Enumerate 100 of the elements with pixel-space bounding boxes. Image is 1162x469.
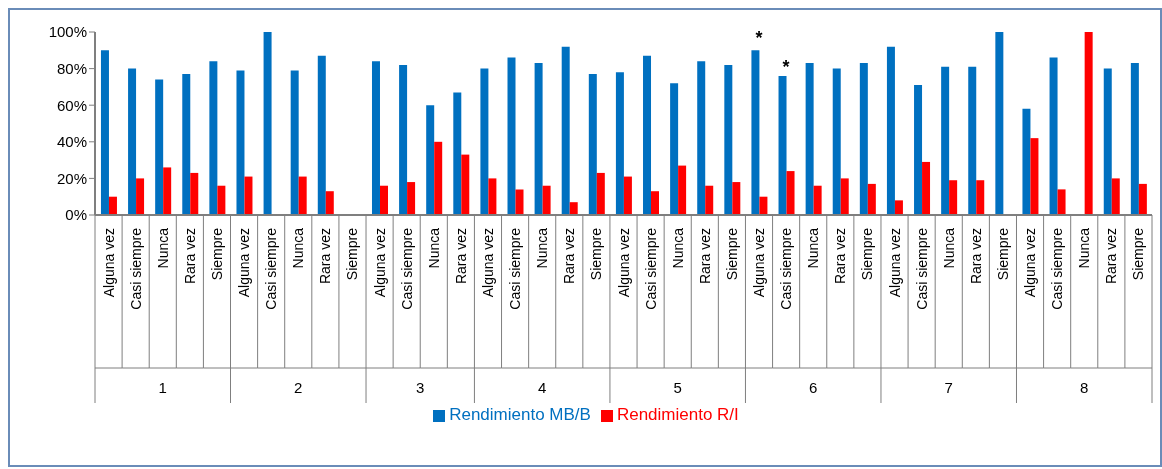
bar [108,196,117,215]
bar [407,182,416,215]
bar [290,70,299,215]
x-tick-label: Casi siempre [398,227,415,310]
bar [786,171,795,215]
bar [859,63,868,215]
bar [1103,68,1112,215]
legend-label: Rendimiento MB/B [449,405,591,424]
bar [805,63,814,215]
bar [1130,63,1139,215]
x-tick-label: Alguna vez [615,228,632,298]
x-tick-label: Alguna vez [371,228,388,298]
bar [453,92,462,215]
bar [569,202,578,215]
bar [561,46,570,215]
bar [778,75,787,215]
text: 2 [294,379,303,396]
legend-label: Rendimiento R/I [616,405,739,424]
x-tick-label: Casi siempre [507,227,524,310]
x-tick-label: Casi siempre [778,227,795,310]
bar [678,165,687,215]
bar [1084,32,1093,215]
bar [128,68,137,215]
bar [643,55,652,215]
bar [732,182,741,215]
bar [914,85,923,215]
x-tick-label: Rara vez [452,228,469,285]
bar [596,172,605,215]
bar [995,32,1004,215]
bar [371,61,380,215]
y-tick-label: 40% [56,133,87,151]
x-tick-label: Rara vez [181,228,198,285]
bar [615,72,624,215]
x-tick-label: Nunca [669,227,686,269]
x-tick-label: Nunca [154,227,171,269]
y-tick-label: 0% [65,206,87,224]
bar [217,185,226,215]
bar [155,79,164,215]
bar [840,178,849,215]
x-tick-label: Casi siempre [263,227,280,310]
x-tick-label: Alguna vez [100,228,117,298]
text: 4 [538,379,547,396]
bar [1030,138,1039,215]
x-tick-label: Nunca [290,227,307,269]
bar [1022,108,1031,215]
text: 8 [1080,379,1089,396]
bar [209,61,218,215]
x-tick-label: Alguna vez [236,228,253,298]
x-tick-label: Rara vez [967,228,984,285]
annotation: * [782,56,790,77]
x-tick-label: Siempre [208,227,225,281]
x-tick-label: Rara vez [832,228,849,285]
bar [832,68,841,215]
x-tick-label: Nunca [425,227,442,269]
x-tick-label: Siempre [344,227,361,281]
bar [949,180,958,215]
bar [534,63,543,215]
text: 3 [416,379,425,396]
bar [244,176,253,215]
x-tick-label: Siempre [588,227,605,281]
bar [263,32,272,215]
bar [325,191,334,215]
bar [1049,57,1058,215]
x-tick-label: Rara vez [317,228,334,285]
bar [542,185,551,215]
x-tick-label: Nunca [534,227,551,269]
x-tick-label: Rara vez [696,228,713,285]
bar [724,64,733,215]
x-tick-label: Siempre [1130,227,1147,281]
bar [976,180,985,215]
bar [1138,183,1147,215]
bar [867,183,876,215]
x-tick-label: Casi siempre [913,227,930,310]
bar [623,176,632,215]
bar [100,50,109,215]
bar [399,64,408,215]
x-tick-label: Rara vez [1103,228,1120,285]
text: 1 [158,379,167,396]
bar [705,185,714,215]
x-tick-label: Casi siempre [1049,227,1066,310]
bar [426,105,435,215]
bar [379,185,388,215]
x-tick-label: Casi siempre [642,227,659,310]
text: 5 [673,379,682,396]
x-tick-label: Alguna vez [751,228,768,298]
bar [461,154,470,215]
bar [813,185,822,215]
bar [941,66,950,215]
annotation: * [755,28,763,49]
y-tick-label: 20% [56,169,87,187]
bar [968,66,977,215]
bar [507,57,516,215]
x-tick-label: Rara vez [561,228,578,285]
bar [190,172,199,215]
bar [136,178,145,215]
text: 7 [944,379,953,396]
x-tick-label: Nunca [805,227,822,269]
bar [434,141,443,215]
bar [298,176,307,215]
x-tick-label: Casi siempre [127,227,144,310]
